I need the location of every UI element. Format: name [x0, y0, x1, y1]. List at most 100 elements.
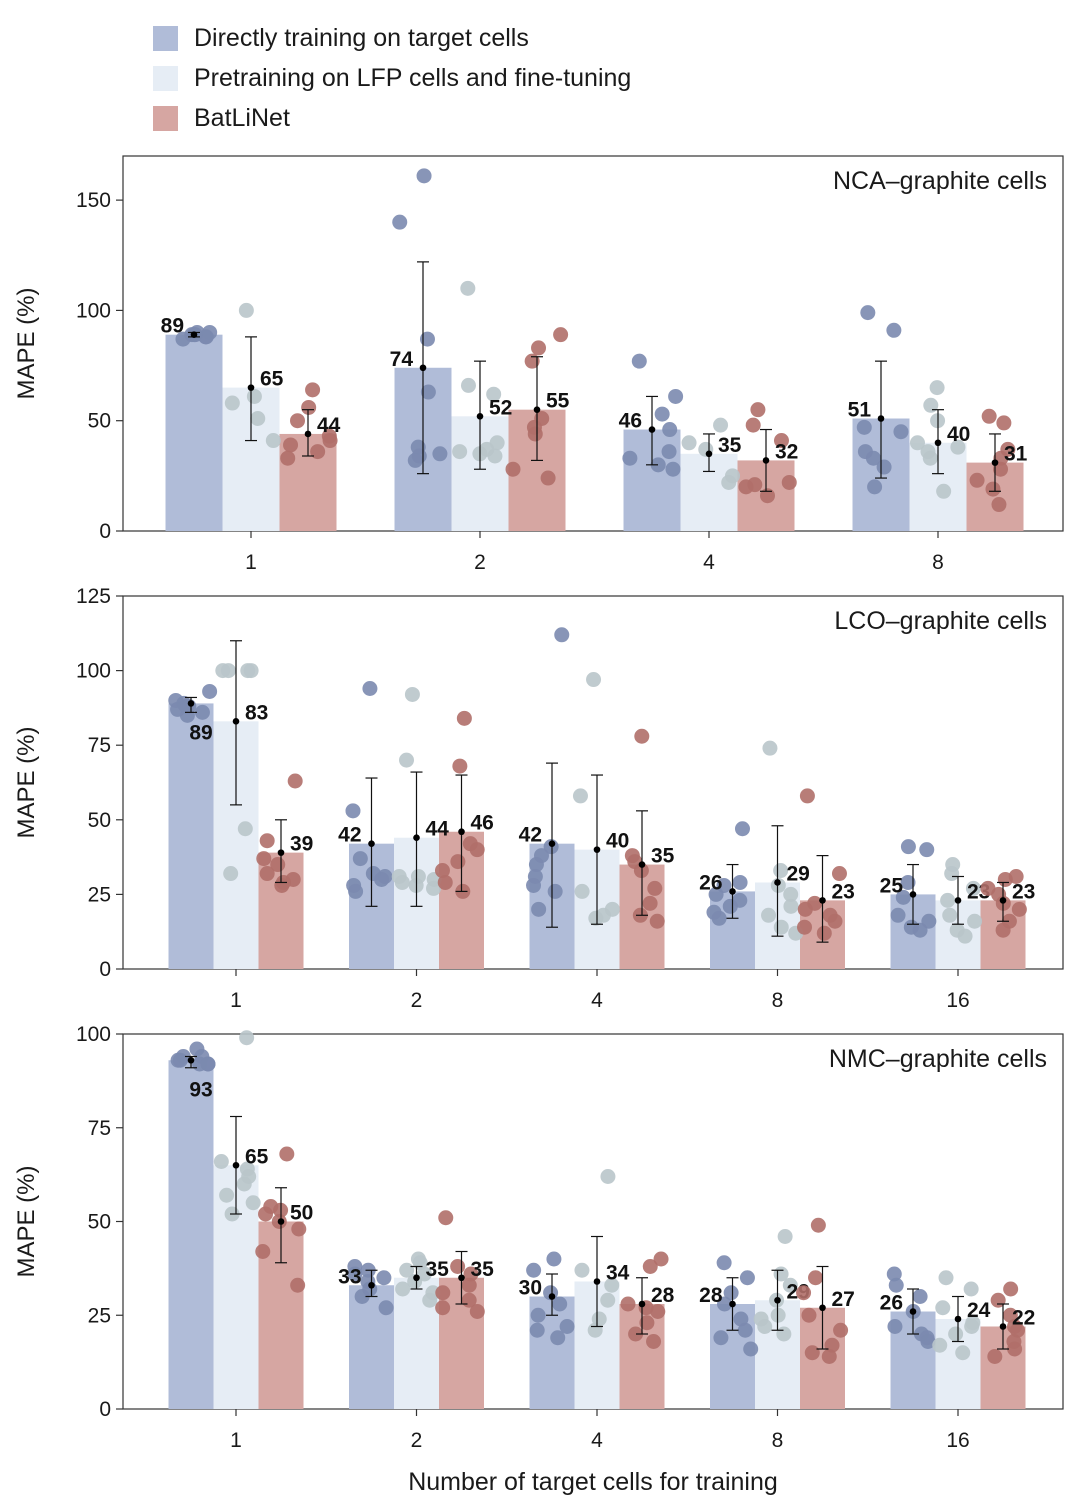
- data-point-pretrain: [236, 1176, 252, 1192]
- data-label-pretrain: 40: [606, 830, 629, 853]
- data-point-batlinet: [981, 408, 997, 424]
- data-point-direct: [376, 1270, 392, 1286]
- data-point-batlinet: [642, 1259, 658, 1274]
- y-tick-label: 50: [88, 410, 111, 433]
- data-label-pretrain: 24: [967, 1299, 991, 1322]
- mean-marker-pretrain: [247, 384, 255, 391]
- y-tick-label: 50: [88, 809, 111, 832]
- data-point-direct: [860, 305, 876, 321]
- data-point-pretrain: [220, 663, 236, 679]
- data-point-batlinet: [773, 433, 789, 449]
- data-point-batlinet: [997, 871, 1013, 887]
- data-point-pretrain: [963, 1281, 979, 1297]
- data-point-batlinet: [649, 913, 665, 929]
- legend-label-direct: Directly training on target cells: [194, 23, 529, 52]
- x-tick-label: 2: [411, 989, 423, 1012]
- data-point-direct: [200, 1056, 216, 1072]
- data-point-batlinet: [797, 901, 813, 917]
- data-point-batlinet: [291, 1221, 307, 1237]
- y-tick-label: 100: [76, 299, 111, 322]
- data-point-direct: [900, 839, 916, 855]
- data-point-direct: [711, 910, 727, 926]
- data-point-batlinet: [280, 450, 296, 466]
- mean-marker-direct: [419, 364, 427, 372]
- data-point-direct: [531, 901, 547, 917]
- data-point-direct: [661, 444, 677, 460]
- data-point-direct: [546, 1251, 562, 1267]
- data-label-batlinet: 46: [471, 812, 494, 835]
- data-label-batlinet: 22: [1012, 1307, 1035, 1330]
- mean-marker-direct: [909, 891, 917, 898]
- y-tick-label: 0: [99, 1398, 111, 1421]
- data-point-direct: [550, 1330, 566, 1346]
- data-label-pretrain: 44: [426, 818, 450, 841]
- data-point-pretrain: [486, 386, 502, 402]
- data-point-direct: [622, 450, 638, 466]
- data-label-direct: 26: [699, 871, 722, 894]
- data-point-batlinet: [259, 833, 275, 849]
- data-point-batlinet: [438, 1210, 454, 1226]
- data-point-direct: [559, 1319, 575, 1334]
- data-point-direct: [900, 874, 916, 890]
- data-point-batlinet: [437, 874, 453, 890]
- data-point-pretrain: [932, 1337, 948, 1353]
- data-point-direct: [420, 384, 436, 400]
- data-point-direct: [912, 1289, 928, 1304]
- x-tick-label: 1: [230, 989, 242, 1012]
- data-point-batlinet: [745, 417, 761, 433]
- data-point-direct: [432, 446, 448, 462]
- data-point-pretrain: [757, 1319, 773, 1334]
- plot-frame: [122, 155, 1064, 532]
- data-point-pretrain: [773, 863, 789, 879]
- panel-title: NMC–graphite cells: [829, 1045, 1047, 1073]
- data-point-direct: [528, 857, 544, 873]
- mean-marker-pretrain: [413, 1274, 420, 1282]
- mean-marker-direct: [548, 1293, 556, 1300]
- data-point-direct: [352, 851, 368, 867]
- data-point-batlinet: [639, 1315, 655, 1331]
- data-point-pretrain: [238, 302, 254, 318]
- data-point-pretrain: [237, 821, 253, 837]
- data-point-direct: [895, 889, 911, 905]
- data-point-batlinet: [531, 340, 547, 356]
- mean-marker-batlinet: [533, 406, 541, 413]
- data-point-batlinet: [738, 479, 754, 495]
- data-point-pretrain: [591, 1311, 607, 1327]
- data-point-batlinet: [985, 481, 1001, 497]
- data-point-batlinet: [553, 327, 569, 343]
- data-point-pretrain: [761, 907, 777, 923]
- mean-marker-direct: [187, 700, 195, 707]
- data-label-direct: 26: [880, 1292, 903, 1315]
- data-label-direct: 51: [848, 399, 872, 422]
- data-point-direct: [345, 803, 361, 819]
- data-point-pretrain: [957, 928, 973, 944]
- x-tick-label: 2: [411, 1429, 423, 1452]
- data-point-direct: [348, 883, 364, 899]
- mean-marker-pretrain: [705, 450, 713, 458]
- data-point-pretrain: [574, 883, 590, 899]
- legend-label-batlinet: BatLiNet: [194, 103, 290, 132]
- x-tick-label: 4: [703, 551, 715, 574]
- data-point-batlinet: [434, 863, 450, 879]
- data-point-batlinet: [646, 1334, 662, 1349]
- data-label-batlinet: 44: [317, 414, 341, 437]
- legend-item-batlinet: BatLiNet: [153, 98, 631, 138]
- data-point-pretrain: [942, 907, 958, 923]
- data-label-batlinet: 35: [651, 845, 675, 868]
- x-tick-label: 16: [946, 989, 969, 1012]
- data-point-pretrain: [777, 1229, 793, 1244]
- data-point-pretrain: [782, 1277, 798, 1293]
- data-point-direct: [890, 907, 906, 923]
- data-point-direct: [654, 406, 670, 422]
- mean-marker-direct: [187, 1056, 195, 1064]
- data-point-pretrain: [404, 686, 420, 702]
- data-point-direct: [708, 886, 724, 902]
- mean-marker-direct: [368, 1281, 375, 1289]
- data-point-pretrain: [250, 411, 266, 426]
- data-point-pretrain: [940, 892, 956, 908]
- data-point-pretrain: [681, 435, 697, 451]
- mean-marker-batlinet: [819, 1304, 826, 1312]
- data-point-direct: [743, 1341, 759, 1357]
- y-tick-label: 0: [99, 520, 111, 543]
